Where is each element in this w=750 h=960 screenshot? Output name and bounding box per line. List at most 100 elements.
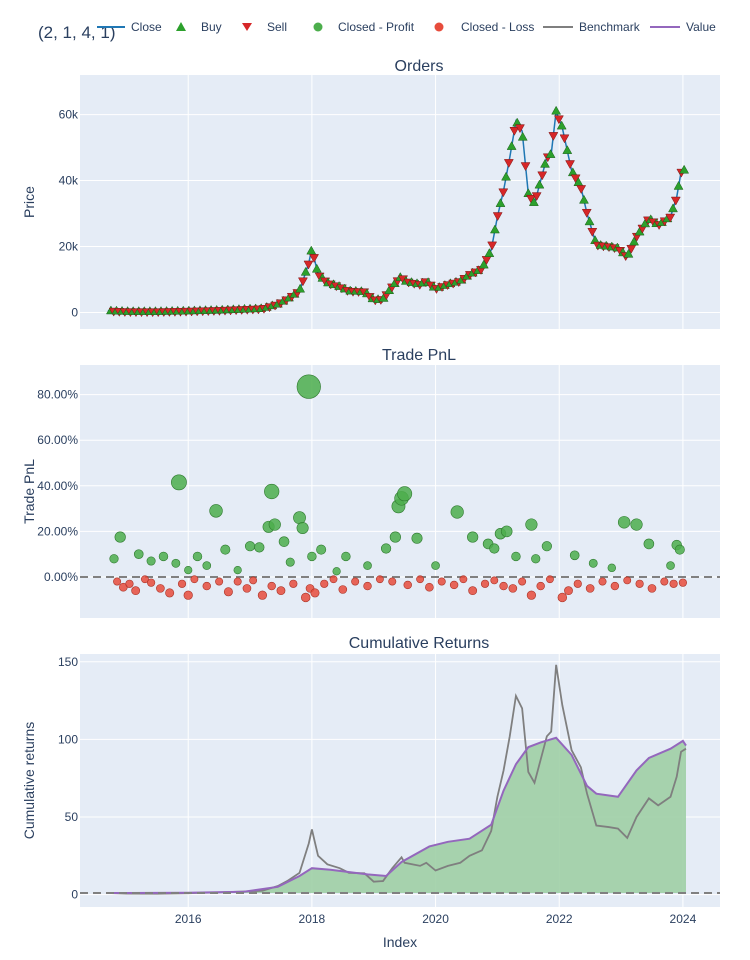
legend-item: Buy [176, 20, 222, 34]
x-tick-label: 2022 [546, 912, 573, 926]
loss-marker [573, 579, 582, 588]
y-axis-title: Cumulative returns [21, 722, 37, 840]
y-tick-label: 80.00% [37, 388, 78, 402]
legend-profit-icon [313, 22, 323, 32]
loss-marker [376, 575, 384, 584]
loss-marker [147, 578, 156, 587]
buy-marker [300, 266, 311, 276]
profit-marker [296, 374, 321, 399]
profit-marker [171, 474, 187, 491]
profit-marker [278, 536, 290, 547]
legend-loss-icon [434, 22, 444, 32]
legend: Close Buy Sell Closed - Profit Closed - Loss… [97, 20, 716, 34]
profit-marker [467, 531, 479, 543]
loss-marker [249, 576, 258, 585]
profit-marker [525, 518, 538, 531]
figure-title: (2, 1, 4, 1) [38, 23, 115, 42]
y-tick-label: 40k [59, 174, 79, 188]
profit-marker [285, 557, 295, 567]
loss-marker [257, 590, 268, 600]
loss-marker [416, 575, 424, 584]
profit-marker [630, 518, 643, 531]
buy-marker [668, 203, 678, 213]
profit-marker [293, 511, 306, 525]
sell-marker [559, 134, 570, 144]
buy-marker [551, 105, 562, 115]
loss-marker [125, 579, 134, 588]
loss-marker [215, 577, 224, 586]
legend-label: Closed - Profit [338, 20, 415, 34]
profit-marker [133, 549, 144, 559]
buy-marker [679, 164, 690, 174]
value-fill [107, 737, 686, 894]
loss-marker [669, 579, 678, 588]
legend-label: Benchmark [579, 20, 641, 34]
legend-label: Buy [201, 20, 222, 34]
y-tick-label: 0 [71, 306, 78, 320]
profit-marker [254, 542, 265, 553]
profit-marker [380, 543, 392, 554]
profit-marker [511, 551, 521, 562]
profit-marker [316, 544, 327, 555]
profit-marker [531, 554, 541, 564]
loss-marker [480, 579, 490, 588]
profit-marker [332, 567, 341, 576]
buy-marker [495, 198, 506, 207]
profit-marker [617, 516, 631, 529]
sell-marker [670, 196, 681, 206]
sell-marker [309, 254, 319, 263]
loss-marker [449, 580, 459, 590]
loss-marker [131, 586, 141, 596]
sell-marker [303, 260, 314, 270]
sell-marker [581, 208, 592, 218]
loss-marker [623, 576, 632, 585]
loss-marker [388, 577, 397, 586]
y-tick-label: 60.00% [37, 433, 78, 447]
buy-marker [506, 141, 517, 150]
profit-marker [268, 518, 281, 531]
profit-marker [192, 551, 203, 562]
profit-marker [171, 558, 181, 568]
y-tick-label: 50 [65, 810, 79, 824]
profit-marker [431, 561, 440, 570]
loss-marker [289, 579, 298, 588]
loss-marker [310, 588, 320, 598]
loss-marker [202, 581, 211, 591]
x-tick-label: 2020 [422, 912, 449, 926]
y-tick-label: 150 [58, 655, 78, 669]
plot-area [80, 75, 720, 329]
profit-marker [158, 551, 169, 562]
profit-marker [114, 531, 126, 543]
y-tick-label: 20k [59, 240, 79, 254]
sell-marker [492, 212, 503, 222]
sell-marker [531, 192, 542, 202]
profit-marker [233, 566, 242, 575]
sell-marker [509, 127, 520, 136]
sell-marker [548, 132, 559, 141]
profit-marker [307, 551, 317, 562]
sell-marker [515, 124, 525, 134]
buy-marker [311, 263, 322, 273]
buy-marker [629, 236, 639, 246]
profit-marker [643, 538, 655, 550]
profit-marker [500, 525, 513, 538]
loss-marker [113, 577, 122, 586]
y-tick-label: 40.00% [37, 479, 78, 493]
loss-marker [141, 575, 149, 584]
sell-marker [565, 160, 575, 170]
y-tick-label: 100 [58, 732, 78, 746]
profit-marker [341, 551, 351, 562]
loss-marker [499, 581, 508, 591]
buy-marker [545, 149, 556, 158]
profit-marker [674, 544, 685, 555]
y-axis-title: Price [21, 186, 37, 218]
profit-marker [264, 483, 280, 500]
buy-marker [673, 180, 684, 190]
loss-marker [351, 577, 360, 586]
subplots: Orders 0 20k 40k 60k Price Trade PnL 0.00% 20.00… [21, 58, 720, 926]
profit-marker [411, 532, 423, 544]
buy-marker [534, 179, 545, 189]
loss-marker [363, 581, 372, 591]
loss-marker [598, 577, 607, 586]
sell-marker [587, 228, 598, 237]
